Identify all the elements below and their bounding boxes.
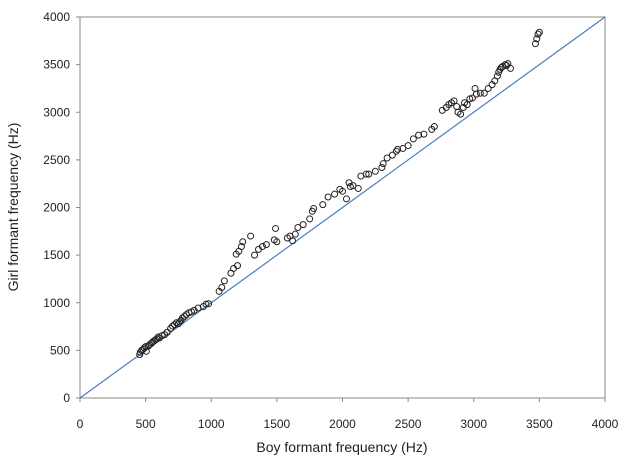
data-point: [507, 64, 514, 72]
data-point: [484, 84, 492, 92]
data-point: [258, 243, 266, 251]
y-tick-label: 1500: [43, 248, 70, 262]
data-point: [331, 190, 339, 198]
points-layer: [136, 28, 543, 359]
data-point: [339, 187, 346, 195]
x-tick-label: 3000: [460, 417, 487, 431]
data-point: [378, 163, 386, 171]
x-tick-label: 3500: [526, 417, 553, 431]
data-point: [306, 215, 314, 223]
data-point: [289, 237, 297, 245]
data-point: [420, 130, 428, 138]
data-point: [299, 221, 307, 229]
data-point: [371, 167, 379, 175]
data-point: [534, 30, 542, 38]
data-point: [463, 101, 471, 109]
data-point: [383, 154, 391, 162]
data-point: [457, 110, 465, 118]
data-point: [362, 170, 370, 178]
y-tick-label: 3500: [43, 58, 70, 72]
y-tick-label: 500: [50, 343, 70, 357]
data-point: [379, 160, 387, 168]
data-point: [291, 230, 299, 238]
x-axis-title: Boy formant frequency (Hz): [256, 439, 427, 455]
data-point: [450, 97, 458, 105]
data-point: [154, 333, 162, 341]
data-point: [531, 40, 539, 48]
data-point: [273, 238, 281, 246]
data-point: [399, 144, 407, 152]
data-point: [409, 135, 417, 143]
data-point: [218, 284, 226, 292]
y-tick-label: 3000: [43, 105, 70, 119]
data-point: [493, 72, 501, 80]
y-axis-ticks: 0 500 1000 1500 2000 2500 3000 3500 4000: [43, 10, 80, 405]
x-tick-label: 0: [77, 417, 84, 431]
data-point: [349, 182, 357, 190]
data-point: [319, 201, 327, 209]
x-tick-label: 1000: [198, 417, 225, 431]
data-point: [472, 90, 480, 98]
y-tick-label: 4000: [43, 10, 70, 24]
y-tick-label: 2500: [43, 153, 70, 167]
data-point: [324, 193, 332, 201]
data-point: [415, 131, 423, 139]
data-point: [205, 300, 213, 308]
data-point: [480, 89, 488, 97]
data-point: [239, 238, 247, 246]
data-point: [468, 94, 476, 102]
data-point: [430, 123, 438, 131]
data-point: [171, 321, 178, 329]
data-point: [234, 262, 241, 270]
data-point: [310, 204, 318, 212]
data-point: [220, 277, 228, 285]
data-point: [202, 300, 210, 308]
data-point: [365, 170, 373, 178]
data-point: [294, 224, 302, 232]
data-point: [476, 89, 484, 97]
x-tick-label: 500: [136, 417, 156, 431]
data-point: [262, 241, 270, 249]
x-tick-label: 2500: [395, 417, 422, 431]
data-point: [237, 243, 245, 251]
x-axis-ticks: 0 500 1000 1500 2000 2500 3000 3500 4000: [77, 398, 619, 431]
data-point: [247, 232, 255, 240]
y-tick-label: 0: [63, 391, 70, 405]
data-point: [392, 147, 400, 155]
data-point: [190, 306, 198, 314]
data-point: [251, 251, 259, 259]
data-point: [535, 28, 543, 36]
data-point: [272, 224, 280, 232]
data-point: [342, 195, 350, 203]
x-tick-label: 4000: [592, 417, 619, 431]
data-point: [533, 35, 541, 43]
x-tick-label: 2000: [329, 417, 356, 431]
x-tick-label: 1500: [264, 417, 291, 431]
data-point: [388, 151, 396, 159]
data-point: [394, 145, 402, 153]
data-point: [180, 313, 188, 321]
y-tick-label: 2000: [43, 201, 70, 215]
y-tick-label: 1000: [43, 296, 70, 310]
data-point: [404, 142, 412, 150]
data-point: [354, 184, 362, 192]
data-point: [142, 343, 150, 351]
y-axis-title: Girl formant frequency (Hz): [5, 123, 21, 292]
